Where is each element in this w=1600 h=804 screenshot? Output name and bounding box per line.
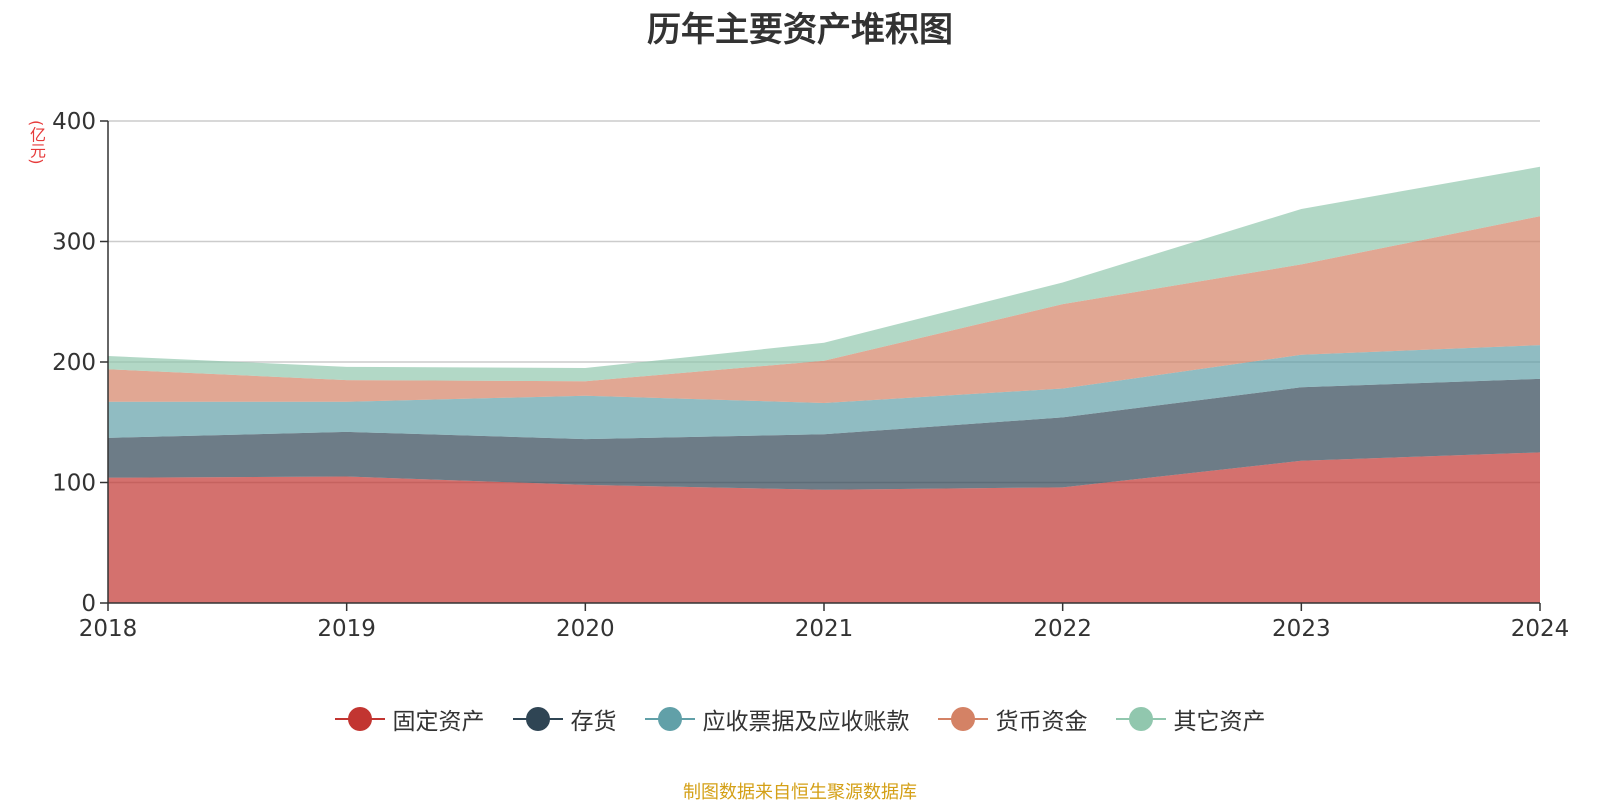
legend-item[interactable]: 货币资金 — [937, 702, 1088, 736]
legend-label: 存货 — [570, 709, 617, 735]
legend-item[interactable]: 其它资产 — [1115, 702, 1266, 736]
x-tick-label: 2018 — [79, 616, 138, 642]
y-tick-label: 400 — [52, 109, 96, 135]
x-tick-label: 2023 — [1272, 616, 1331, 642]
legend-swatch — [1115, 707, 1166, 731]
source-note: 制图数据来自恒生聚源数据库 — [683, 782, 917, 803]
area-layer — [108, 166, 1540, 603]
axis-layer: 0 100 200 300 400 2018 2019 2020 2021 2022 2023 202… — [52, 109, 1569, 642]
legend-swatch — [334, 707, 385, 731]
x-tick-label: 2022 — [1033, 616, 1092, 642]
legend-swatch — [937, 707, 988, 731]
y-tick-label: 0 — [81, 591, 96, 617]
y-axis-unit: (亿元) — [27, 120, 46, 165]
legend-swatch — [512, 707, 563, 731]
legend-item[interactable]: 应收票据及应收账款 — [644, 702, 910, 736]
series-area-0 — [108, 452, 1540, 603]
y-tick-label: 200 — [52, 350, 96, 376]
y-tick-label: 100 — [52, 471, 96, 497]
legend-label: 应收票据及应收账款 — [702, 709, 910, 735]
legend-label: 其它资产 — [1173, 709, 1266, 735]
legend-label: 固定资产 — [392, 709, 485, 735]
x-tick-label: 2020 — [556, 616, 615, 642]
x-tick-label: 2021 — [795, 616, 854, 642]
legend-label: 货币资金 — [995, 709, 1088, 735]
plot-area: 0 100 200 300 400 2018 2019 2020 2021 2022 2023 202… — [52, 109, 1569, 642]
legend-item[interactable]: 存货 — [512, 702, 617, 736]
y-tick-label: 300 — [52, 230, 96, 256]
legend: 固定资产 存货 应收票据及应收账款 货币资金 其它资产 — [0, 702, 1600, 736]
x-tick-label: 2024 — [1511, 616, 1570, 642]
legend-item[interactable]: 固定资产 — [334, 702, 485, 736]
legend-swatch — [644, 707, 695, 731]
series-area-2 — [108, 345, 1540, 440]
series-area-3 — [108, 216, 1540, 403]
chart-title: 历年主要资产堆积图 — [647, 10, 953, 50]
x-tick-label: 2019 — [317, 616, 376, 642]
